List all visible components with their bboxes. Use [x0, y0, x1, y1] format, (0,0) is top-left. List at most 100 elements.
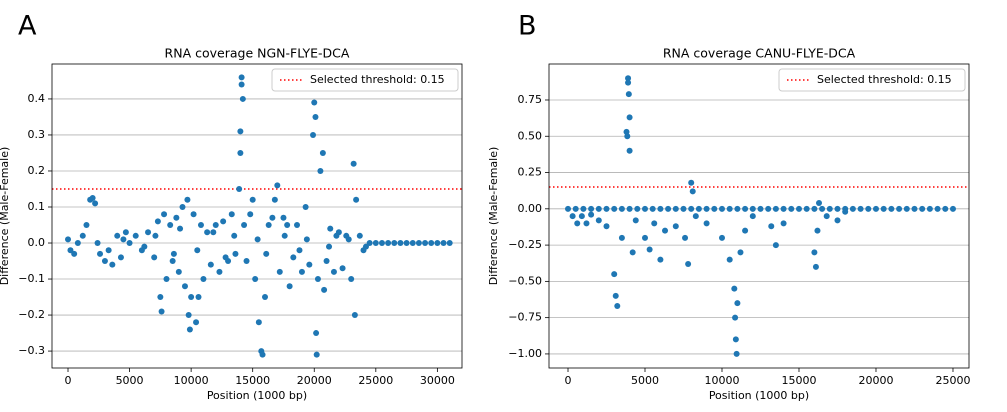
point — [689, 188, 696, 195]
point — [378, 240, 385, 247]
point — [733, 350, 740, 357]
point — [618, 234, 625, 241]
x-tick-label: 20000 — [858, 374, 893, 387]
point — [179, 203, 186, 210]
point — [105, 247, 112, 254]
point — [942, 205, 949, 212]
point — [232, 250, 239, 257]
point — [114, 232, 121, 239]
point — [926, 205, 933, 212]
point — [768, 223, 775, 230]
point — [772, 242, 779, 249]
point — [348, 276, 355, 283]
point — [313, 330, 320, 337]
point — [657, 205, 664, 212]
point — [94, 240, 101, 247]
point — [626, 114, 633, 121]
point — [238, 74, 245, 81]
point — [333, 232, 340, 239]
point — [403, 240, 410, 247]
point — [614, 303, 621, 310]
y-tick-label: 0.50 — [518, 129, 543, 142]
legend-label: Selected threshold: 0.15 — [310, 73, 445, 86]
point — [588, 211, 595, 218]
point — [163, 276, 170, 283]
point — [74, 240, 81, 247]
point — [281, 232, 288, 239]
y-tick-label: 0.75 — [518, 93, 543, 106]
point — [200, 276, 207, 283]
point — [345, 236, 352, 243]
y-tick-label: −0.1 — [18, 272, 45, 285]
point — [212, 222, 219, 229]
point — [662, 227, 669, 234]
point — [826, 205, 833, 212]
x-tick-label: 20000 — [297, 374, 332, 387]
x-axis-label: Position (1000 bp) — [207, 389, 307, 402]
point — [190, 211, 197, 218]
point — [290, 254, 297, 261]
point — [603, 223, 610, 230]
y-tick-label: 0.25 — [518, 166, 543, 179]
y-tick-label: −0.2 — [18, 308, 45, 321]
point — [158, 308, 165, 315]
axes-frame — [51, 63, 463, 369]
axes-frame — [548, 63, 970, 369]
point — [169, 258, 176, 265]
point — [385, 240, 392, 247]
x-tick-label: 5000 — [116, 374, 144, 387]
point — [649, 205, 656, 212]
point — [703, 205, 710, 212]
point — [911, 205, 918, 212]
point — [321, 286, 328, 293]
point — [237, 149, 244, 156]
point — [228, 211, 235, 218]
point — [703, 220, 710, 227]
x-tick-label: 0 — [65, 374, 72, 387]
point — [626, 205, 633, 212]
point — [339, 265, 346, 272]
x-tick-label: 10000 — [174, 374, 209, 387]
point — [572, 205, 579, 212]
x-tick-label: 5000 — [631, 374, 659, 387]
point — [280, 214, 287, 221]
point — [237, 128, 244, 135]
point — [680, 205, 687, 212]
point — [816, 200, 823, 207]
y-tick-label: 0.4 — [28, 92, 46, 105]
point — [126, 240, 133, 247]
x-tick-label: 25000 — [358, 374, 393, 387]
point — [372, 240, 379, 247]
point — [657, 256, 664, 263]
point — [812, 263, 819, 270]
point — [780, 220, 787, 227]
point — [259, 351, 266, 358]
point — [356, 232, 363, 239]
point — [788, 205, 795, 212]
point — [161, 211, 168, 218]
y-axis-label: Difference (Male-Female) — [0, 147, 11, 286]
point — [865, 205, 872, 212]
point — [651, 220, 658, 227]
point — [236, 185, 243, 192]
panel-label: B — [518, 11, 537, 42]
point — [67, 247, 74, 254]
point — [303, 236, 310, 243]
point — [269, 214, 276, 221]
point — [780, 205, 787, 212]
point — [157, 294, 164, 301]
point — [634, 205, 641, 212]
point — [132, 232, 139, 239]
point — [588, 205, 595, 212]
x-tick-label: 15000 — [781, 374, 816, 387]
point — [175, 268, 182, 275]
point — [317, 167, 324, 174]
point — [415, 240, 422, 247]
point — [271, 196, 278, 203]
point — [726, 205, 733, 212]
point — [243, 258, 250, 265]
point — [857, 205, 864, 212]
point — [97, 250, 104, 257]
point — [216, 268, 223, 275]
point — [574, 220, 581, 227]
